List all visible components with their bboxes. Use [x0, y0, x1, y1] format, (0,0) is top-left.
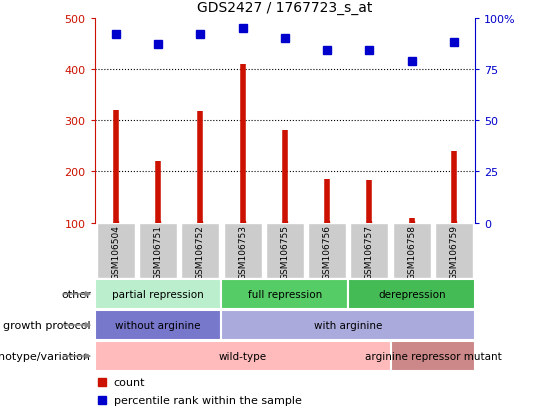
Bar: [348, 280, 475, 309]
Bar: [94, 311, 221, 340]
Bar: [221, 280, 348, 309]
Text: with arginine: with arginine: [314, 320, 382, 330]
Bar: [224, 223, 261, 279]
Bar: [181, 223, 219, 279]
Bar: [94, 280, 221, 309]
Text: genotype/variation: genotype/variation: [0, 351, 91, 361]
Text: GSM106757: GSM106757: [365, 225, 374, 280]
Bar: [221, 311, 475, 340]
Bar: [435, 223, 473, 279]
Text: GSM106758: GSM106758: [407, 225, 416, 280]
Text: partial repression: partial repression: [112, 289, 204, 299]
Text: GSM106752: GSM106752: [195, 225, 205, 280]
Bar: [390, 341, 475, 371]
Bar: [308, 223, 346, 279]
Text: percentile rank within the sample: percentile rank within the sample: [113, 394, 301, 405]
Text: GSM106755: GSM106755: [280, 225, 289, 280]
Bar: [97, 223, 134, 279]
Bar: [350, 223, 388, 279]
Text: arginine repressor mutant: arginine repressor mutant: [364, 351, 501, 361]
Text: other: other: [61, 289, 91, 299]
Bar: [266, 223, 304, 279]
Text: GSM106504: GSM106504: [111, 225, 120, 280]
Text: wild-type: wild-type: [219, 351, 267, 361]
Bar: [139, 223, 177, 279]
Text: derepression: derepression: [378, 289, 446, 299]
Bar: [393, 223, 431, 279]
Text: count: count: [113, 377, 145, 387]
Bar: [94, 341, 390, 371]
Text: growth protocol: growth protocol: [3, 320, 91, 330]
Text: GSM106759: GSM106759: [449, 225, 458, 280]
Text: full repression: full repression: [248, 289, 322, 299]
Text: without arginine: without arginine: [115, 320, 201, 330]
Title: GDS2427 / 1767723_s_at: GDS2427 / 1767723_s_at: [197, 1, 373, 15]
Text: GSM106751: GSM106751: [153, 225, 163, 280]
Text: GSM106753: GSM106753: [238, 225, 247, 280]
Text: GSM106756: GSM106756: [323, 225, 332, 280]
